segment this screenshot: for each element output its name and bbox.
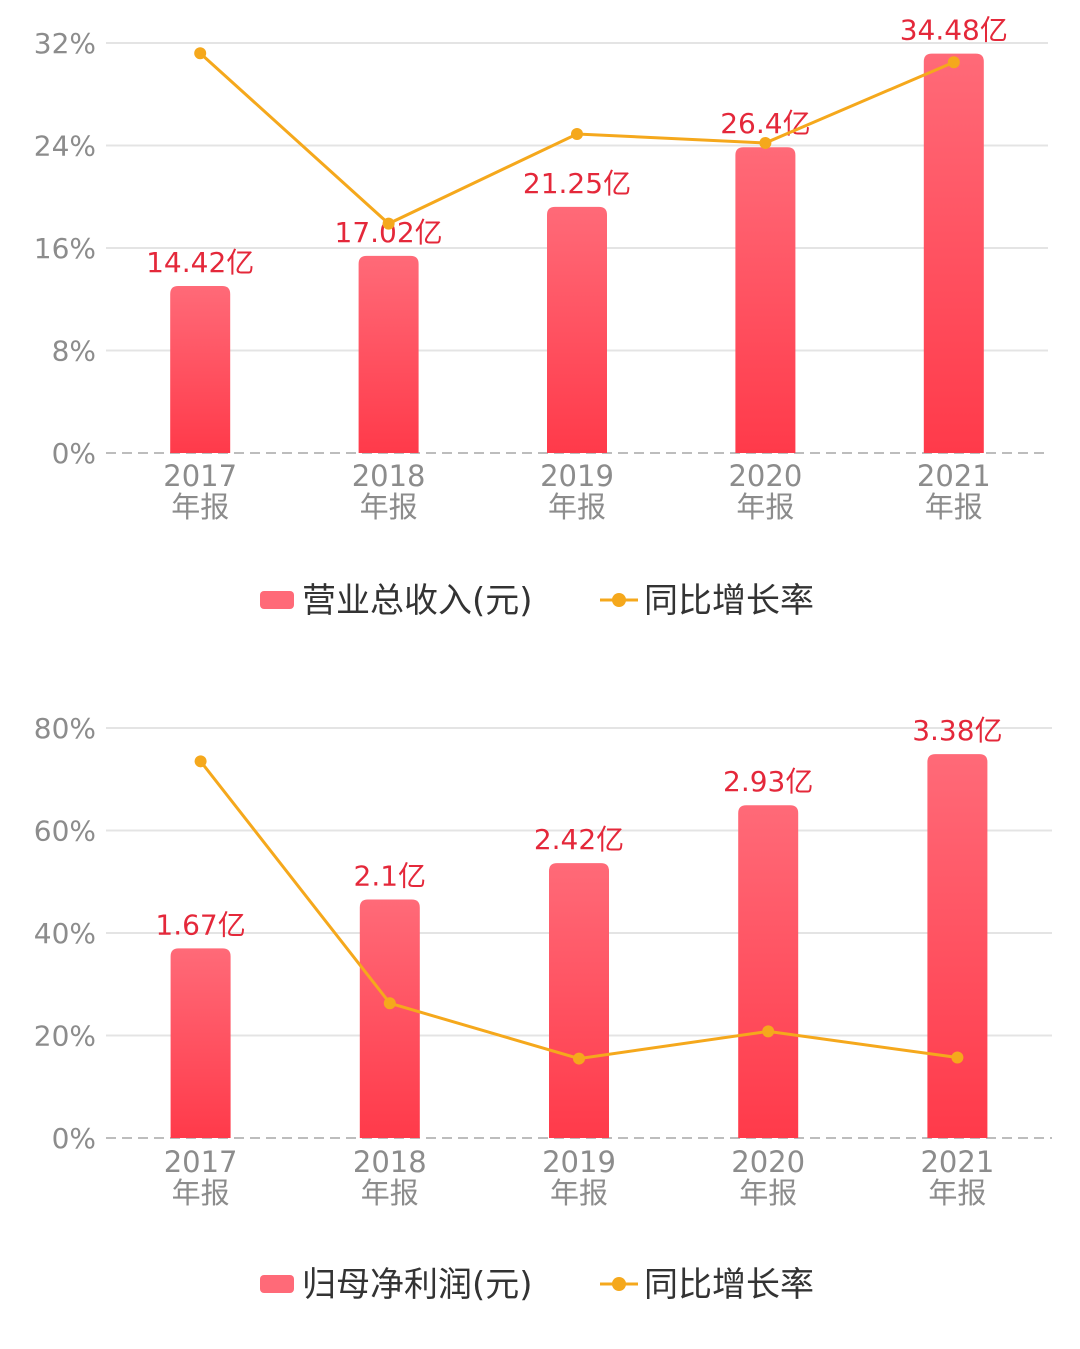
legend-line-label: 同比增长率 <box>644 1265 814 1305</box>
legend-line-dot <box>612 593 626 607</box>
bar <box>735 147 796 453</box>
legend-line-dot <box>612 1277 626 1291</box>
y-tick-label: 32% <box>34 27 96 60</box>
y-tick-label: 24% <box>34 130 96 163</box>
growth-rate-point <box>382 217 395 230</box>
bar <box>170 285 231 453</box>
bar-value-label: 2.1亿 <box>354 859 427 892</box>
y-tick-label: 16% <box>34 232 96 265</box>
y-tick-label: 0% <box>52 437 96 470</box>
growth-rate-point <box>571 127 583 140</box>
x-tick-year: 2021 <box>917 459 991 493</box>
x-tick-year: 2018 <box>352 459 426 493</box>
bar-value-label: 34.48亿 <box>900 14 1008 47</box>
growth-rate-point <box>573 1052 585 1065</box>
bar-value-label: 1.67亿 <box>155 908 245 941</box>
x-tick-year: 2018 <box>353 1145 427 1179</box>
x-tick-report: 年报 <box>550 1176 608 1210</box>
x-tick-report: 年报 <box>928 1176 986 1210</box>
bar-value-label: 2.93亿 <box>723 765 813 798</box>
y-tick-label: 8% <box>52 335 96 368</box>
y-tick-label: 0% <box>52 1122 96 1155</box>
x-tick-report: 年报 <box>360 490 418 524</box>
chart-1: 0%8%16%24%32%14.42亿17.02亿21.25亿26.4亿34.4… <box>34 14 1048 621</box>
bar <box>927 754 988 1138</box>
bar-value-label: 14.42亿 <box>146 246 254 279</box>
growth-rate-point <box>951 1051 964 1064</box>
growth-rate-point <box>947 56 960 69</box>
y-tick-label: 80% <box>34 712 96 745</box>
growth-rate-point <box>383 997 396 1010</box>
y-tick-label: 60% <box>34 815 96 848</box>
bar <box>547 206 607 453</box>
x-tick-year: 2019 <box>540 459 614 493</box>
x-tick-year: 2019 <box>542 1145 616 1179</box>
growth-rate-point <box>762 1025 775 1038</box>
x-tick-report: 年报 <box>925 490 983 524</box>
bar <box>359 899 420 1138</box>
growth-rate-point <box>194 47 207 60</box>
x-tick-year: 2020 <box>731 1145 805 1179</box>
x-tick-report: 年报 <box>739 1176 797 1210</box>
x-tick-report: 年报 <box>361 1176 419 1210</box>
bar <box>358 255 419 453</box>
legend-bar-label: 归母净利润(元) <box>302 1265 533 1305</box>
x-tick-year: 2020 <box>728 459 802 493</box>
y-tick-label: 40% <box>34 917 96 950</box>
y-tick-label: 20% <box>34 1020 96 1053</box>
growth-rate-point <box>194 755 207 768</box>
legend-bar-label: 营业总收入(元) <box>302 581 533 621</box>
x-tick-year: 2017 <box>163 459 237 493</box>
bar <box>738 805 799 1138</box>
bar-value-label: 3.38亿 <box>912 714 1002 747</box>
bar-value-label: 21.25亿 <box>523 167 631 200</box>
x-tick-report: 年报 <box>736 490 794 524</box>
legend-bar-swatch <box>260 1275 294 1293</box>
bar <box>923 53 984 454</box>
x-tick-year: 2017 <box>164 1145 238 1179</box>
chart-2: 0% 20% 40% 60% 80% 1.67亿 2.1亿 2.42亿 2.93亿 3.38亿 20… <box>34 712 1052 1305</box>
bar <box>170 948 231 1138</box>
x-tick-report: 年报 <box>548 490 606 524</box>
growth-rate-point <box>759 136 772 149</box>
bar-value-label: 2.42亿 <box>534 823 624 856</box>
x-tick-report: 年报 <box>172 1176 230 1210</box>
x-tick-report: 年报 <box>171 490 229 524</box>
legend-bar-swatch <box>260 591 294 609</box>
bar-value-label: 26.4亿 <box>720 107 810 140</box>
legend-line-label: 同比增长率 <box>644 581 814 621</box>
x-tick-year: 2021 <box>920 1145 994 1179</box>
bar <box>549 863 609 1138</box>
